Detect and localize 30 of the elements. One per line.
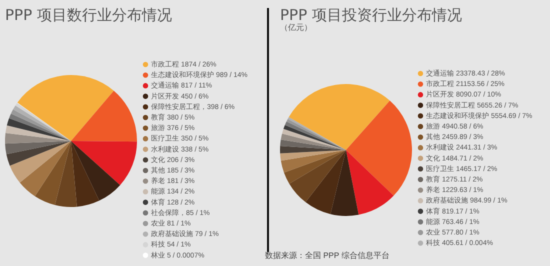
pie-slice <box>5 133 71 144</box>
pie-slice <box>10 141 71 183</box>
pie-slice <box>289 150 346 202</box>
pie-slice <box>9 114 71 141</box>
pie-slice <box>71 141 137 186</box>
chart-title: PPP 项目投资行业分布情况 <box>280 6 462 24</box>
pie-slice <box>6 141 71 166</box>
pie-slice <box>346 100 412 196</box>
pie-slice <box>306 150 346 214</box>
pie-slice <box>5 125 71 141</box>
pie-slice <box>6 118 71 141</box>
pie-slice <box>280 150 346 161</box>
pie-slice <box>71 141 120 201</box>
pie-slice <box>17 75 114 141</box>
pie-slice <box>71 141 100 207</box>
pie-slice <box>288 84 390 150</box>
source-note: 数据来源：全国 PPP 综合信息平台 <box>265 250 390 261</box>
pie-slice <box>280 150 346 173</box>
chart-subtitle: （亿元） <box>280 23 312 32</box>
pie-slice <box>280 140 346 150</box>
pie-slice <box>280 134 346 150</box>
chart-title: PPP 项目数行业分布情况 <box>5 6 172 24</box>
pie-slice <box>5 141 71 154</box>
pie-slice <box>34 141 71 206</box>
pie-slice <box>54 141 77 207</box>
pie-slice <box>346 150 394 215</box>
pie-slice <box>330 150 359 216</box>
pie-slice <box>71 90 137 142</box>
pie-slice <box>284 150 346 184</box>
pie-slice <box>20 141 71 196</box>
